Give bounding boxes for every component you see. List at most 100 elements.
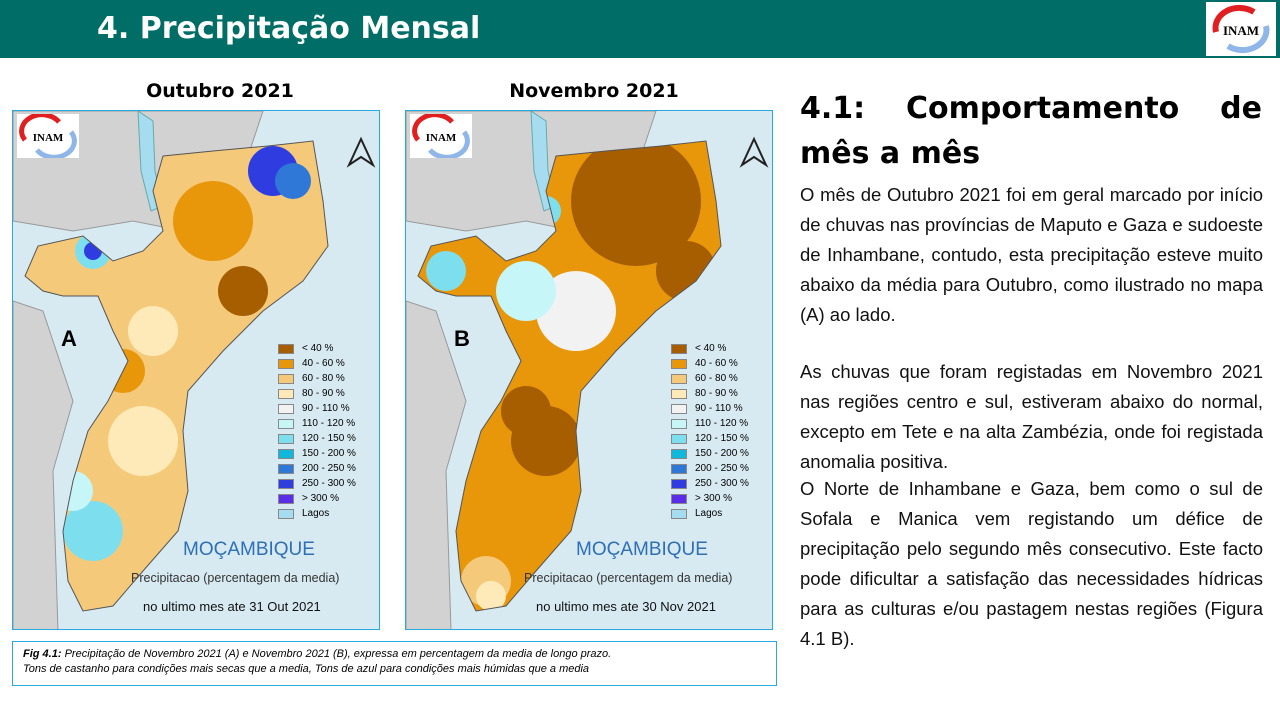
- legend-item: 200 - 250 %: [671, 461, 749, 476]
- legend-item: < 40 %: [671, 341, 749, 356]
- legend-item: 40 - 60 %: [671, 356, 749, 371]
- map-letter: B: [454, 326, 470, 351]
- legend-label: 80 - 90 %: [695, 388, 738, 399]
- legend-item: Lagos: [671, 506, 749, 521]
- legend-label: > 300 %: [695, 493, 732, 504]
- legend-swatch: [278, 343, 294, 354]
- legend-label: 120 - 150 %: [695, 433, 749, 444]
- legend-label: 250 - 300 %: [302, 478, 356, 489]
- legend-item: Lagos: [278, 506, 356, 521]
- map-period: no ultimo mes ate 31 Out 2021: [143, 599, 321, 614]
- figure-caption: Fig 4.1: Precipitação de Novembro 2021 (…: [12, 641, 777, 686]
- section-heading: 4.1: Comportamento de mês a mês: [800, 91, 1262, 171]
- legend-swatch: [278, 478, 294, 489]
- legend-label: 200 - 250 %: [695, 463, 749, 474]
- rainfall-patch: [63, 501, 123, 561]
- legend-item: 120 - 150 %: [278, 431, 356, 446]
- svg-text:INAM: INAM: [1223, 23, 1259, 38]
- legend-item: 110 - 120 %: [671, 416, 749, 431]
- map-graphic: [13, 111, 376, 629]
- legend-label: < 40 %: [695, 343, 727, 354]
- rainfall-patch: [476, 581, 506, 611]
- map-graphic: [406, 111, 769, 629]
- legend-item: 60 - 80 %: [671, 371, 749, 386]
- legend-swatch: [671, 373, 687, 384]
- svg-text:INAM: INAM: [426, 132, 457, 144]
- rainfall-patch: [128, 306, 178, 356]
- legend-swatch: [278, 358, 294, 369]
- legend-label: 40 - 60 %: [302, 358, 345, 369]
- legend-item: < 40 %: [278, 341, 356, 356]
- legend-item: 40 - 60 %: [278, 356, 356, 371]
- inam-logo: INAM: [1206, 2, 1276, 56]
- legend-item: 150 - 200 %: [278, 446, 356, 461]
- header-bar: 4. Precipitação Mensal INAM: [0, 0, 1280, 58]
- neighbor-land: [13, 300, 74, 629]
- rainfall-patch: [275, 163, 311, 199]
- country-label: MOÇAMBIQUE: [183, 539, 315, 560]
- rainfall-patch: [426, 251, 466, 291]
- rainfall-patch: [53, 471, 93, 511]
- legend-item: 250 - 300 %: [671, 476, 749, 491]
- rainfall-patch: [218, 266, 268, 316]
- legend-label: < 40 %: [302, 343, 334, 354]
- mozambique-outline: [417, 140, 722, 612]
- legend-label: 60 - 80 %: [695, 373, 738, 384]
- legend-label: 200 - 250 %: [302, 463, 356, 474]
- legend-swatch: [278, 403, 294, 414]
- paragraph-3: O Norte de Inhambane e Gaza, bem como o …: [800, 478, 1263, 649]
- legend-swatch: [671, 478, 687, 489]
- legend-label: 40 - 60 %: [695, 358, 738, 369]
- legend-swatch: [671, 418, 687, 429]
- legend-label: 150 - 200 %: [695, 448, 749, 459]
- legend-item: 90 - 110 %: [278, 401, 356, 416]
- inam-logo: INAM: [410, 112, 472, 160]
- north-arrow-icon: [739, 136, 769, 168]
- rainfall-patch: [656, 241, 716, 301]
- neighbor-land: [406, 300, 467, 629]
- legend-item: 250 - 300 %: [278, 476, 356, 491]
- rainfall-patch: [496, 261, 556, 321]
- legend-item: 60 - 80 %: [278, 371, 356, 386]
- legend-label: 150 - 200 %: [302, 448, 356, 459]
- legend-swatch: [278, 373, 294, 384]
- caption-line2: Tons de castanho para condições mais sec…: [23, 663, 590, 675]
- legend-swatch: [278, 418, 294, 429]
- legend-swatch: [671, 343, 687, 354]
- rainfall-patch: [173, 181, 253, 261]
- map-subtitle: Precipitacao (percentagem da media): [524, 571, 733, 585]
- legend-swatch: [671, 508, 687, 519]
- legend-swatch: [671, 403, 687, 414]
- legend-label: 60 - 80 %: [302, 373, 345, 384]
- legend-item: > 300 %: [278, 491, 356, 506]
- legend-swatch: [278, 433, 294, 444]
- legend-label: 90 - 110 %: [695, 403, 743, 414]
- legend-label: 80 - 90 %: [302, 388, 345, 399]
- paragraph-2: As chuvas que foram registadas em Novemb…: [800, 361, 1263, 472]
- map-b-title: Novembro 2021: [509, 80, 679, 102]
- page-title: 4. Precipitação Mensal: [97, 11, 481, 46]
- map-legend: < 40 % 40 - 60 % 60 - 80 % 80 - 90 % 90 - 11…: [278, 341, 356, 521]
- legend-item: 110 - 120 %: [278, 416, 356, 431]
- legend-swatch: [278, 508, 294, 519]
- country-label: MOÇAMBIQUE: [576, 539, 708, 560]
- legend-label: 110 - 120 %: [695, 418, 749, 429]
- legend-label: 250 - 300 %: [695, 478, 749, 489]
- legend-label: 110 - 120 %: [302, 418, 356, 429]
- legend-label: 90 - 110 %: [302, 403, 350, 414]
- legend-swatch: [671, 493, 687, 504]
- legend-label: Lagos: [695, 508, 723, 519]
- rainfall-patch: [501, 386, 551, 436]
- legend-swatch: [671, 448, 687, 459]
- caption-line1: Precipitação de Novembro 2021 (A) e Nove…: [61, 648, 612, 660]
- legend-swatch: [278, 388, 294, 399]
- map-subtitle: Precipitacao (percentagem da media): [131, 571, 340, 585]
- legend-item: > 300 %: [671, 491, 749, 506]
- legend-swatch: [278, 448, 294, 459]
- legend-item: 200 - 250 %: [278, 461, 356, 476]
- legend-label: > 300 %: [302, 493, 339, 504]
- legend-swatch: [671, 433, 687, 444]
- map-b: INAM B < 40 % 40 - 60 % 60 - 80 % 80 - 90 %…: [405, 110, 773, 630]
- caption-fig-label: Fig 4.1:: [23, 648, 62, 660]
- map-a: INAM A < 40 % 40 - 60 % 60 - 80 % 80 - 90 %…: [12, 110, 380, 630]
